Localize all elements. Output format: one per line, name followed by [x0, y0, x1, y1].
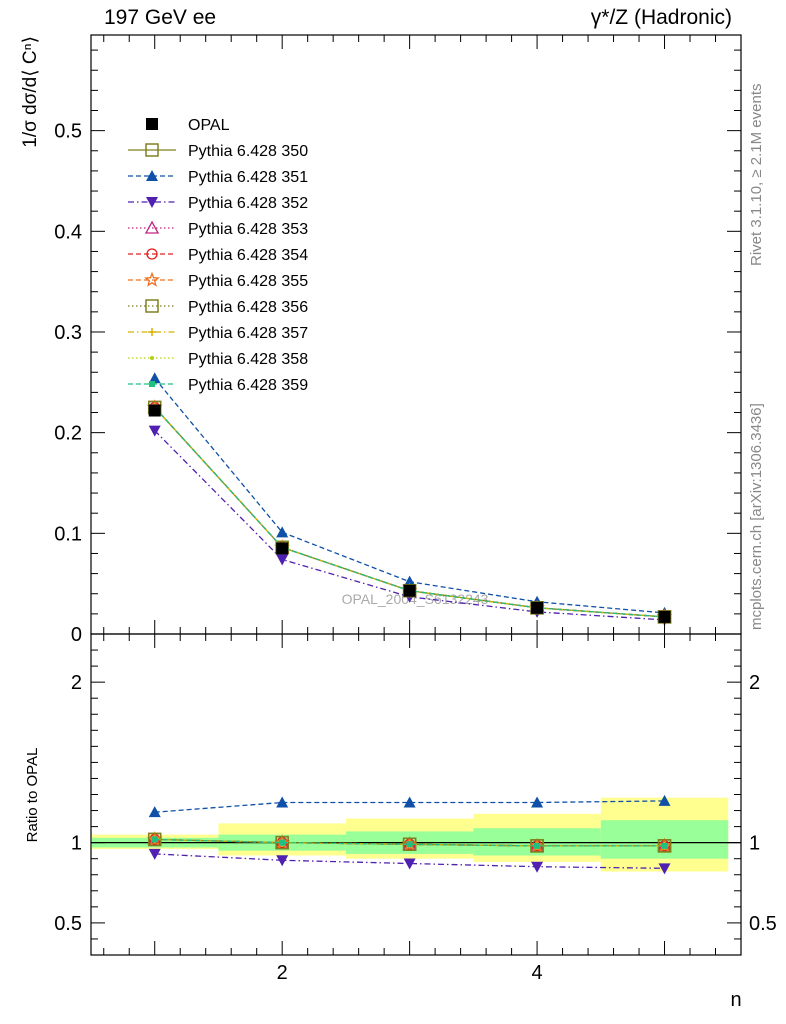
x-axis-label: n — [730, 989, 741, 1011]
watermark: OPAL_2004_S6132243 — [342, 591, 489, 607]
ratio-series-pythia-6-428-351 — [148, 794, 671, 818]
header-right: γ*/Z (Hadronic) — [590, 6, 732, 29]
legend-label: Pythia 6.428 353 — [188, 221, 308, 238]
legend-entry — [128, 197, 176, 208]
ratio-line — [154, 853, 665, 869]
legend-marker — [145, 143, 159, 157]
ratio-point — [531, 796, 544, 808]
y-axis-label: 1/σ dσ/d⟨ Cⁿ⟩ — [20, 36, 41, 148]
legend-entry — [128, 143, 176, 157]
ratio-y-tick-label: 0.5 — [54, 913, 82, 935]
legend-entry — [128, 356, 176, 360]
data-point — [403, 575, 416, 587]
header-left: 197 GeV ee — [104, 6, 217, 29]
legend-entry — [128, 381, 176, 387]
y-tick-label: 0.4 — [54, 221, 82, 243]
ratio-y-tick-label: 2 — [71, 672, 82, 694]
legend-marker — [146, 197, 158, 208]
legend-marker — [144, 220, 160, 234]
legend-marker — [150, 356, 154, 360]
legend-label: Pythia 6.428 355 — [188, 273, 308, 290]
legend-entry — [128, 170, 176, 181]
legend-label: Pythia 6.428 359 — [188, 377, 308, 394]
y-tick-label: 0.5 — [54, 121, 82, 143]
legend-label: Pythia 6.428 357 — [188, 325, 308, 342]
legend-label: OPAL — [188, 117, 230, 134]
ratio-point — [147, 832, 162, 847]
data-point — [403, 584, 416, 597]
legend-entry — [128, 248, 176, 260]
data-point — [658, 610, 671, 623]
legend-entry — [128, 271, 176, 287]
ratio-y-tick-label-right: 0.5 — [749, 913, 777, 935]
legend-label: Pythia 6.428 354 — [188, 247, 308, 264]
ratio-point — [403, 796, 416, 808]
ratio-panel-frame — [90, 633, 742, 956]
legend-marker — [146, 118, 158, 130]
x-tick-label: 2 — [277, 962, 288, 984]
ratio-point — [658, 863, 671, 875]
legend-label: Pythia 6.428 352 — [188, 195, 308, 212]
ratio-line — [154, 838, 665, 847]
data-point — [276, 542, 289, 555]
ratio-series-pythia-6-428-359 — [151, 836, 668, 849]
y-tick-label: 0.3 — [54, 322, 82, 344]
ratio-point — [661, 842, 668, 849]
legend-label: Pythia 6.428 358 — [188, 351, 308, 368]
legend-entry — [128, 220, 176, 234]
legend-marker — [148, 328, 156, 336]
ratio-point — [148, 806, 161, 818]
rivet-label: Rivet 3.1.10, ≥ 2.1M events — [748, 83, 765, 267]
ratio-point — [658, 794, 671, 806]
ratio-point — [279, 839, 286, 846]
ratio-point — [531, 861, 544, 873]
x-tick-label: 4 — [532, 962, 543, 984]
ratio-point — [534, 842, 541, 849]
legend-label: Pythia 6.428 351 — [188, 169, 308, 186]
ratio-y-tick-label: 1 — [71, 833, 82, 855]
data-point — [531, 601, 544, 614]
ratio-point — [276, 796, 289, 808]
legend-marker — [146, 170, 158, 181]
legend-entry — [146, 118, 158, 130]
ratio-point — [406, 841, 413, 848]
y-tick-label: 0.1 — [54, 523, 82, 545]
data-point — [276, 554, 289, 566]
series-line — [154, 407, 665, 618]
data-point — [148, 404, 161, 417]
legend-entry — [128, 328, 176, 336]
legend-entry — [128, 299, 176, 313]
ratio-point — [276, 855, 289, 867]
y-tick-label: 0 — [71, 624, 82, 646]
ratio-series-pythia-6-428-352 — [148, 848, 671, 875]
ratio-y-tick-label-right: 1 — [749, 833, 760, 855]
data-point — [148, 372, 161, 384]
legend-marker — [144, 271, 160, 287]
ratio-point — [148, 848, 161, 860]
ratio-point — [403, 858, 416, 870]
series-pythia-6-428-351 — [148, 372, 671, 618]
ratio-line — [154, 800, 665, 813]
legend-label: Pythia 6.428 350 — [188, 143, 308, 160]
ratio-y-tick-label-right: 2 — [749, 672, 760, 694]
ratio-point — [151, 836, 158, 843]
mcplots-label: mcplots.cern.ch [arXiv:1306.3436] — [748, 403, 765, 630]
legend-marker — [149, 381, 155, 387]
y-tick-label: 0.2 — [54, 423, 82, 445]
data-point — [148, 425, 161, 437]
legend-marker — [146, 248, 158, 260]
legend-label: Pythia 6.428 356 — [188, 299, 308, 316]
series-opal — [148, 404, 671, 623]
legend-marker — [145, 299, 159, 313]
data-point — [276, 526, 289, 538]
ratio-y-axis-label: Ratio to OPAL — [24, 748, 41, 843]
